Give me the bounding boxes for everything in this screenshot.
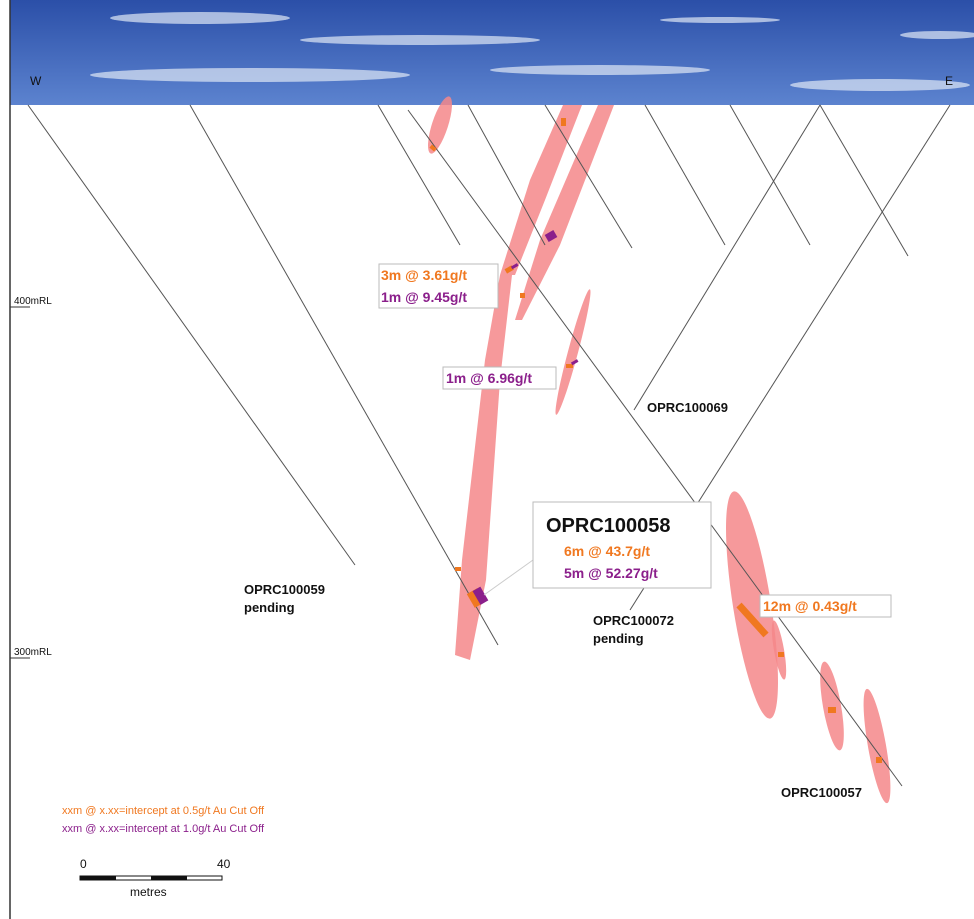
elevation-label: 400mRL [14, 296, 52, 307]
clouds [90, 12, 974, 91]
scale-unit: metres [130, 885, 167, 899]
intercepts [429, 118, 882, 763]
hole-status: pending [244, 600, 295, 615]
scale-label: 40 [217, 857, 231, 871]
hole-label: OPRC100057 [781, 785, 862, 800]
elevation-label: 300mRL [14, 647, 52, 658]
intercept-label: 3m @ 3.61g/t [381, 267, 467, 283]
compass-west: W [30, 74, 42, 88]
hole-status: pending [593, 631, 644, 646]
legend-entry: xxm @ x.xx=intercept at 1.0g/t Au Cut Of… [62, 823, 265, 835]
compass-east: E [945, 74, 953, 88]
hole-title: OPRC100058 [546, 515, 671, 537]
callout-box [442, 366, 557, 390]
scale-label: 0 [80, 857, 87, 871]
scale-bar [79, 875, 223, 881]
ore-bodies [428, 96, 891, 804]
intercept-label: 1m @ 9.45g/t [381, 289, 467, 305]
callout-box [532, 501, 712, 589]
callout-pointer [483, 559, 534, 596]
hole-label: OPRC100059 [244, 582, 325, 597]
intercept-label: 12m @ 0.43g/t [763, 598, 857, 614]
intercept-label: 1m @ 6.96g/t [446, 370, 532, 386]
intercept-label: 6m @ 43.7g/t [564, 543, 650, 559]
drill-holes [27, 104, 951, 787]
hole-label: OPRC100069 [647, 400, 728, 415]
intercept-label: 5m @ 52.27g/t [564, 565, 658, 581]
callout-box [378, 263, 499, 309]
legend-entry: xxm @ x.xx=intercept at 0.5g/t Au Cut Of… [62, 805, 265, 817]
callout-box [759, 594, 892, 618]
hole-label: OPRC100072 [593, 613, 674, 628]
